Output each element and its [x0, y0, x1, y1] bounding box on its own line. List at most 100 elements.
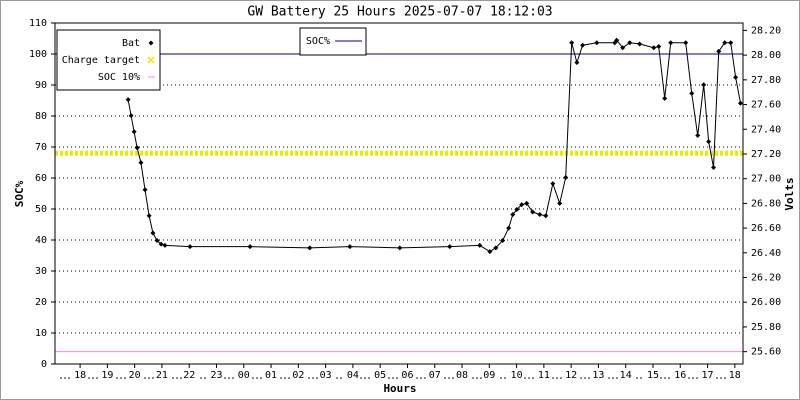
y-tick-label: 50	[35, 204, 47, 215]
axis-dot	[64, 377, 66, 379]
axis-dot	[528, 377, 530, 379]
y2-tick-label: 27.60	[751, 100, 781, 111]
axis-dot	[388, 377, 390, 379]
point	[537, 212, 543, 218]
point	[134, 145, 140, 151]
axis-dot	[224, 377, 226, 379]
point	[728, 40, 734, 46]
axis-dot	[96, 377, 98, 379]
point	[668, 40, 674, 46]
point	[557, 200, 563, 206]
axis-dot	[696, 377, 698, 379]
axis-dot	[580, 377, 582, 379]
y2-tick-label: 28.00	[751, 50, 781, 61]
y-tick-label: 20	[35, 297, 47, 308]
point	[701, 82, 707, 88]
axis-dot	[364, 377, 366, 379]
y2-axis-label: Volts	[783, 177, 796, 210]
point	[620, 45, 626, 51]
point	[247, 244, 253, 250]
point	[651, 45, 657, 51]
axis-dot	[288, 377, 290, 379]
axis-dot	[532, 377, 534, 379]
point	[397, 245, 403, 251]
y-tick-label: 110	[29, 18, 47, 29]
y-tick-label: 60	[35, 173, 47, 184]
axis-dot	[88, 377, 90, 379]
axis-dot	[724, 377, 726, 379]
x-tick-label: 06	[401, 370, 413, 381]
axis-dot	[588, 377, 590, 379]
legend-marker	[147, 56, 155, 64]
legend-label: SOC%	[306, 36, 330, 47]
x-tick-label: 15	[647, 370, 659, 381]
axis-dot	[664, 377, 666, 379]
y-tick-label: 70	[35, 142, 47, 153]
point	[722, 40, 728, 46]
point	[689, 90, 695, 96]
point	[158, 241, 164, 247]
axis-dot	[396, 377, 398, 379]
legend-label: Charge target	[62, 55, 140, 66]
axis-dot	[608, 377, 610, 379]
x-tick-label: 04	[347, 370, 359, 381]
y-axis-label: SOC%	[13, 180, 26, 207]
point	[154, 237, 160, 243]
x-tick-label: 08	[456, 370, 468, 381]
x-tick-label: 14	[620, 370, 632, 381]
axis-dot	[116, 377, 118, 379]
axis-dot	[120, 377, 122, 379]
point	[510, 212, 516, 218]
axis-dot	[368, 377, 370, 379]
x-tick-label: 16	[674, 370, 686, 381]
point	[487, 249, 493, 255]
point	[162, 242, 168, 248]
axis-dot	[176, 377, 178, 379]
y-tick-label: 30	[35, 266, 47, 277]
axis-dot	[420, 377, 422, 379]
y2-tick-label: 26.20	[751, 273, 781, 284]
axis-dot	[200, 377, 202, 379]
point	[500, 237, 506, 243]
axis-dot	[260, 377, 262, 379]
axis-dot	[312, 377, 314, 379]
point	[187, 244, 193, 250]
x-tick-label: 10	[511, 370, 523, 381]
y2-tick-label: 27.40	[751, 124, 781, 135]
axis-dot	[360, 377, 362, 379]
x-tick-label: 02	[292, 370, 304, 381]
axis-dot	[232, 377, 234, 379]
axis-dot	[336, 377, 338, 379]
axis-dot	[444, 377, 446, 379]
axis-dot	[688, 377, 690, 379]
point	[347, 244, 353, 250]
y-tick-label: 90	[35, 80, 47, 91]
plot-frame	[54, 22, 744, 365]
y2-tick-label: 27.80	[751, 75, 781, 86]
legend-label: Bat	[122, 38, 140, 49]
x-tick-label: 13	[592, 370, 604, 381]
axis-dot	[124, 377, 126, 379]
x-tick-label: 22	[183, 370, 195, 381]
axis-dot	[556, 377, 558, 379]
y2-tick-label: 27.00	[751, 174, 781, 185]
axis-dot	[560, 377, 562, 379]
axis-dot	[480, 377, 482, 379]
y-tick-label: 100	[29, 49, 47, 60]
axis-dot	[476, 377, 478, 379]
point	[716, 48, 722, 54]
point	[142, 187, 148, 193]
y2-tick-label: 26.00	[751, 297, 781, 308]
point	[656, 43, 662, 49]
point	[594, 40, 600, 46]
point	[447, 244, 453, 250]
axis-dot	[584, 377, 586, 379]
point	[695, 132, 701, 138]
point	[146, 213, 152, 219]
y2-tick-label: 25.80	[751, 322, 781, 333]
point	[574, 60, 580, 66]
axis-dot	[716, 377, 718, 379]
point	[614, 37, 620, 43]
x-tick-label: 19	[101, 370, 113, 381]
axis-dot	[228, 377, 230, 379]
